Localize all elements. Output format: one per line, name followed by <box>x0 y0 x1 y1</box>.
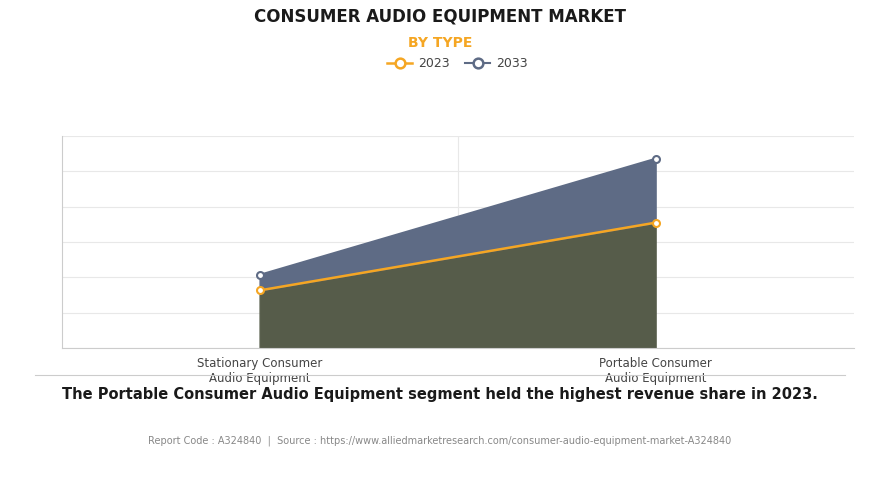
Legend: 2023, 2033: 2023, 2033 <box>382 52 533 76</box>
Text: Report Code : A324840  |  Source : https://www.alliedmarketresearch.com/consumer: Report Code : A324840 | Source : https:/… <box>149 436 731 446</box>
Text: The Portable Consumer Audio Equipment segment held the highest revenue share in : The Portable Consumer Audio Equipment se… <box>62 387 818 402</box>
Text: BY TYPE: BY TYPE <box>407 36 473 50</box>
Text: CONSUMER AUDIO EQUIPMENT MARKET: CONSUMER AUDIO EQUIPMENT MARKET <box>254 7 626 25</box>
